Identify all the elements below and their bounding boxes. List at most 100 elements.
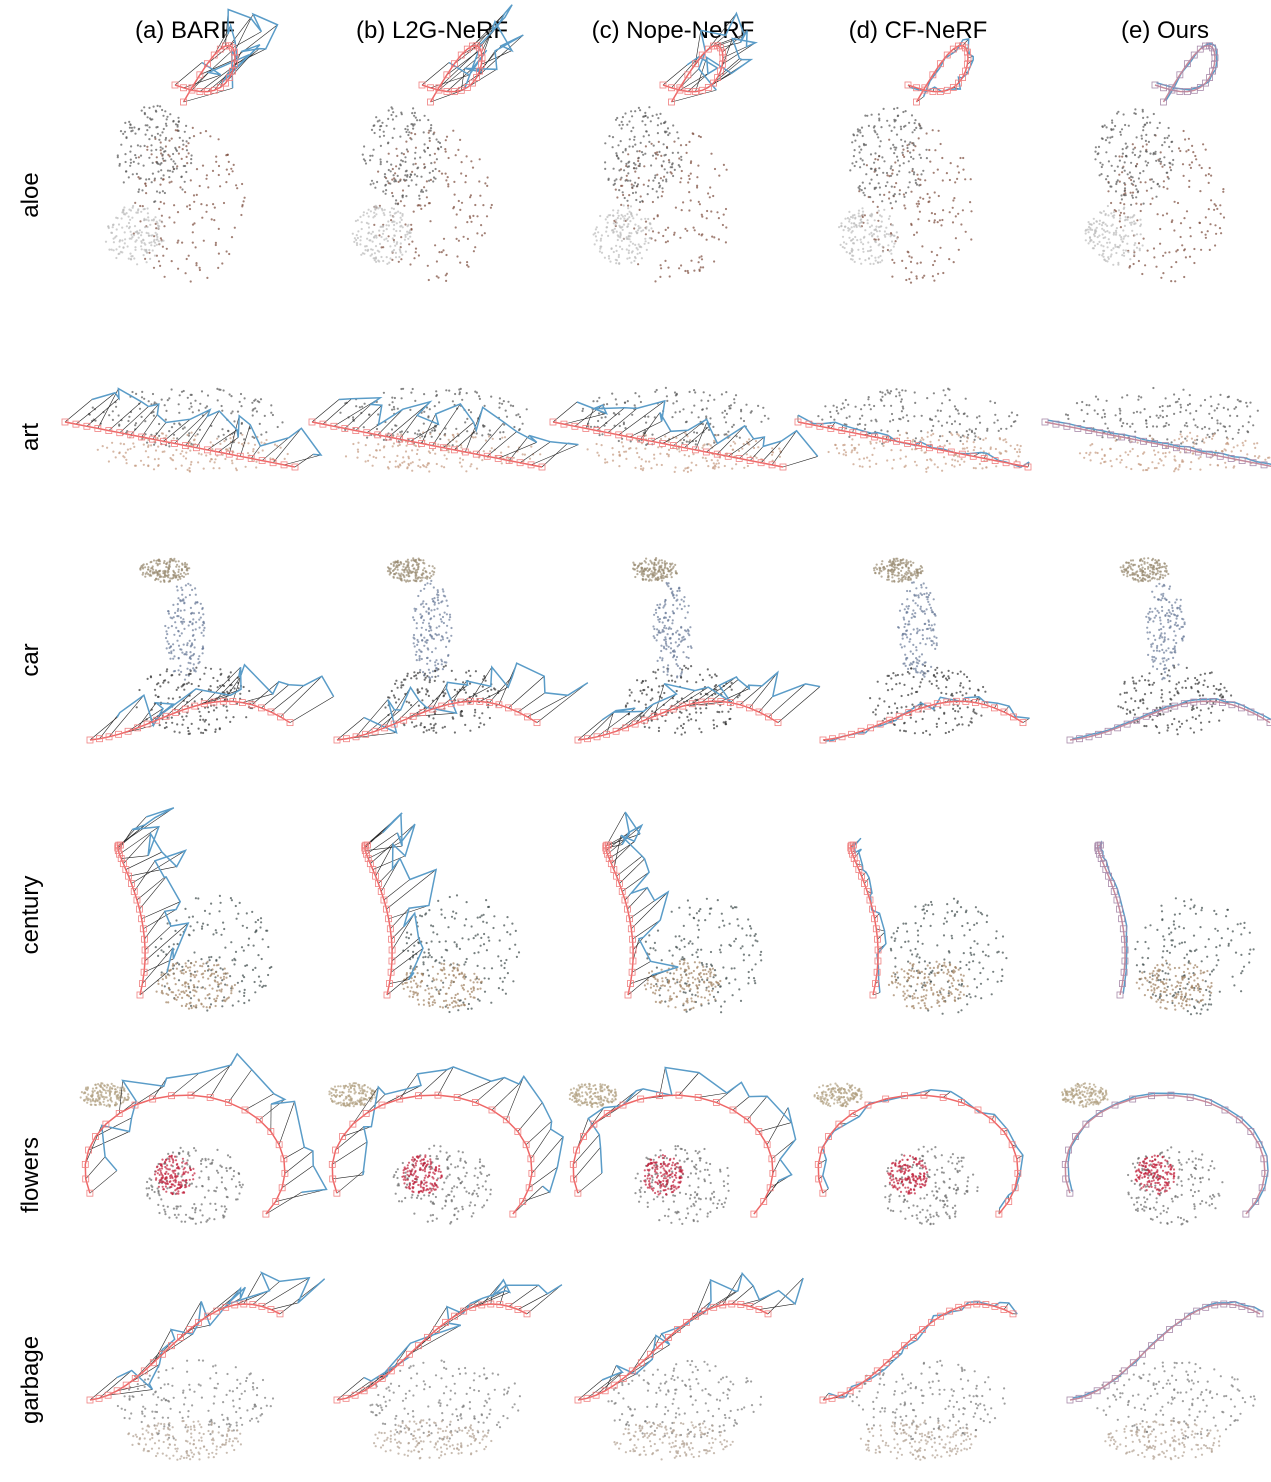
point	[1120, 212, 1122, 214]
point	[872, 201, 874, 203]
point	[664, 121, 666, 123]
point	[1125, 143, 1127, 145]
point	[612, 136, 614, 138]
point	[690, 173, 692, 175]
point	[1185, 409, 1187, 411]
point	[858, 444, 860, 446]
point	[176, 723, 178, 725]
point	[470, 463, 472, 465]
point	[149, 126, 151, 128]
point	[156, 238, 158, 240]
scene-visualization	[334, 557, 588, 743]
point	[878, 210, 880, 212]
point	[219, 389, 221, 391]
point	[165, 722, 167, 724]
point	[481, 434, 483, 436]
point	[1123, 212, 1125, 214]
point	[1098, 254, 1100, 256]
point	[187, 142, 189, 144]
point	[955, 237, 957, 239]
point	[154, 136, 156, 138]
point	[185, 145, 187, 147]
point	[853, 134, 855, 136]
point	[150, 241, 152, 243]
point	[942, 272, 944, 274]
point	[875, 442, 877, 444]
point	[194, 639, 196, 641]
point	[159, 685, 161, 687]
point	[448, 445, 450, 447]
point	[168, 176, 170, 178]
point	[210, 668, 212, 670]
point	[949, 211, 951, 213]
point	[867, 222, 869, 224]
point	[479, 398, 481, 400]
point	[398, 466, 400, 468]
point	[417, 433, 419, 435]
point	[1110, 128, 1112, 130]
point	[1133, 220, 1135, 222]
estimated-trajectory	[92, 389, 321, 455]
point	[868, 396, 870, 398]
point	[161, 221, 163, 223]
point	[1173, 393, 1175, 395]
point	[634, 244, 636, 246]
point	[379, 243, 381, 245]
point	[1161, 144, 1163, 146]
point	[1205, 149, 1207, 151]
point	[409, 263, 411, 265]
point	[370, 233, 372, 235]
point	[668, 159, 670, 161]
point	[641, 458, 643, 460]
point	[399, 221, 401, 223]
point	[466, 221, 468, 223]
point	[1171, 141, 1173, 143]
point	[466, 261, 468, 263]
point	[402, 213, 404, 215]
point	[154, 178, 156, 180]
point	[1180, 406, 1182, 408]
point	[960, 436, 962, 438]
point	[427, 147, 429, 149]
point	[689, 439, 691, 441]
point	[391, 108, 393, 110]
point	[1105, 151, 1107, 153]
point	[215, 244, 217, 246]
point	[134, 202, 136, 204]
point	[177, 597, 179, 599]
point	[871, 255, 873, 257]
point	[200, 617, 202, 619]
point	[364, 160, 366, 162]
point	[849, 218, 851, 220]
point	[660, 155, 662, 157]
point	[1177, 468, 1179, 470]
point	[1104, 454, 1106, 456]
point	[639, 163, 641, 165]
point	[1104, 214, 1106, 216]
point	[723, 214, 725, 216]
point	[427, 119, 429, 121]
point	[622, 194, 624, 196]
point	[154, 255, 156, 257]
point	[165, 566, 167, 568]
point	[746, 441, 748, 443]
point	[193, 670, 195, 672]
point	[618, 254, 620, 256]
point	[937, 221, 939, 223]
point	[234, 687, 236, 689]
point	[397, 203, 399, 205]
point	[171, 138, 173, 140]
point	[881, 215, 883, 217]
point	[129, 448, 131, 450]
point	[113, 241, 115, 243]
point	[689, 178, 691, 180]
point	[639, 209, 641, 211]
point	[172, 658, 174, 660]
point	[862, 182, 864, 184]
point	[664, 435, 666, 437]
point	[623, 220, 625, 222]
point	[652, 230, 654, 232]
point	[423, 131, 425, 133]
point	[889, 420, 891, 422]
point	[669, 132, 671, 134]
